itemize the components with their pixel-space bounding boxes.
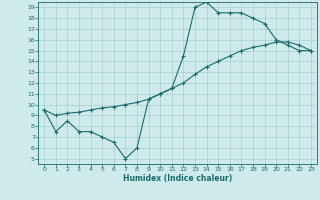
X-axis label: Humidex (Indice chaleur): Humidex (Indice chaleur): [123, 174, 232, 183]
